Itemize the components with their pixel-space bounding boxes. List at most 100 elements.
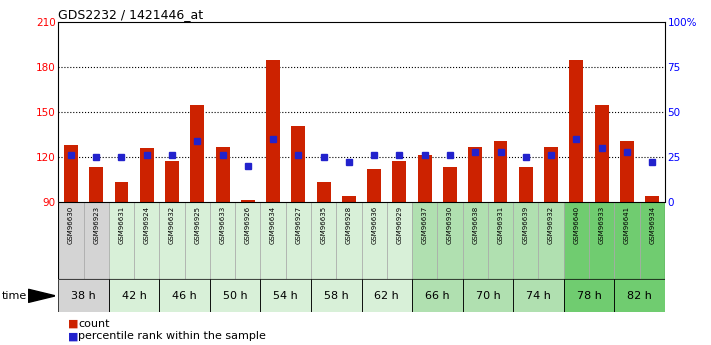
Bar — [469, 147, 482, 202]
Bar — [513, 202, 538, 279]
Text: GSM96932: GSM96932 — [548, 206, 554, 244]
Bar — [336, 202, 361, 279]
Bar — [412, 279, 463, 312]
Bar — [412, 279, 463, 312]
Bar — [84, 202, 109, 279]
Bar — [235, 202, 260, 279]
Bar — [418, 156, 432, 202]
Bar — [90, 167, 103, 202]
Text: ■: ■ — [68, 332, 78, 341]
Bar — [134, 202, 159, 279]
Bar — [109, 202, 134, 279]
Bar — [564, 202, 589, 279]
Text: 62 h: 62 h — [375, 291, 399, 301]
Bar — [564, 279, 614, 312]
Bar — [538, 202, 564, 279]
Bar — [437, 202, 463, 279]
Bar — [311, 202, 336, 279]
Bar — [109, 202, 134, 279]
Bar — [367, 169, 381, 202]
Text: GSM96635: GSM96635 — [321, 206, 326, 244]
Bar — [140, 148, 154, 202]
Bar — [58, 202, 84, 279]
Bar — [134, 202, 159, 279]
Bar — [570, 60, 583, 202]
Bar — [159, 279, 210, 312]
Text: 70 h: 70 h — [476, 291, 501, 301]
Bar — [589, 202, 614, 279]
Text: GSM96926: GSM96926 — [245, 206, 251, 244]
Bar — [392, 161, 407, 202]
Bar — [159, 202, 185, 279]
Bar — [266, 60, 280, 202]
Bar — [64, 145, 78, 202]
Bar — [286, 202, 311, 279]
Bar — [260, 202, 286, 279]
Bar — [58, 202, 84, 279]
Bar — [463, 279, 513, 312]
Text: 42 h: 42 h — [122, 291, 146, 301]
Bar — [84, 202, 109, 279]
Bar — [519, 167, 533, 202]
Bar — [614, 279, 665, 312]
Text: GSM96934: GSM96934 — [649, 206, 655, 244]
Text: 74 h: 74 h — [526, 291, 551, 301]
Bar — [488, 202, 513, 279]
Bar — [513, 279, 564, 312]
Bar — [639, 202, 665, 279]
Text: ■: ■ — [68, 319, 78, 328]
Text: percentile rank within the sample: percentile rank within the sample — [78, 332, 266, 341]
Bar — [387, 202, 412, 279]
Bar — [463, 202, 488, 279]
Text: GSM96641: GSM96641 — [624, 206, 630, 244]
Text: GSM96639: GSM96639 — [523, 206, 529, 244]
Text: GSM96923: GSM96923 — [93, 206, 100, 244]
Bar — [260, 279, 311, 312]
Bar — [412, 202, 437, 279]
Bar — [109, 279, 159, 312]
Text: GSM96638: GSM96638 — [472, 206, 479, 244]
Bar — [361, 279, 412, 312]
Bar — [620, 140, 634, 202]
Bar — [463, 279, 513, 312]
Bar — [311, 202, 336, 279]
Bar — [463, 202, 488, 279]
Bar — [210, 279, 260, 312]
Text: 82 h: 82 h — [627, 291, 652, 301]
Bar — [336, 202, 361, 279]
Text: 58 h: 58 h — [324, 291, 348, 301]
Bar — [311, 279, 361, 312]
Bar — [488, 202, 513, 279]
Text: GSM96631: GSM96631 — [119, 206, 124, 244]
Text: 54 h: 54 h — [273, 291, 298, 301]
Text: GSM96924: GSM96924 — [144, 206, 150, 244]
Bar — [544, 147, 558, 202]
Bar — [387, 202, 412, 279]
Bar — [614, 202, 639, 279]
Bar — [614, 279, 665, 312]
Bar — [292, 126, 305, 202]
Bar — [109, 279, 159, 312]
Text: GSM96633: GSM96633 — [220, 206, 225, 244]
Text: 50 h: 50 h — [223, 291, 247, 301]
Bar — [286, 202, 311, 279]
Bar — [443, 167, 457, 202]
Text: 46 h: 46 h — [172, 291, 197, 301]
Bar — [316, 183, 331, 202]
Text: GSM96933: GSM96933 — [599, 206, 604, 244]
Bar — [361, 202, 387, 279]
Bar — [58, 279, 109, 312]
Bar — [361, 279, 412, 312]
Bar — [260, 279, 311, 312]
Bar — [513, 279, 564, 312]
Polygon shape — [28, 289, 55, 302]
Text: GSM96925: GSM96925 — [194, 206, 201, 244]
Bar — [191, 105, 204, 202]
Bar — [538, 202, 564, 279]
Bar — [361, 202, 387, 279]
Text: GSM96929: GSM96929 — [397, 206, 402, 244]
Bar — [58, 279, 109, 312]
Bar — [437, 202, 463, 279]
Bar — [412, 202, 437, 279]
Bar — [185, 202, 210, 279]
